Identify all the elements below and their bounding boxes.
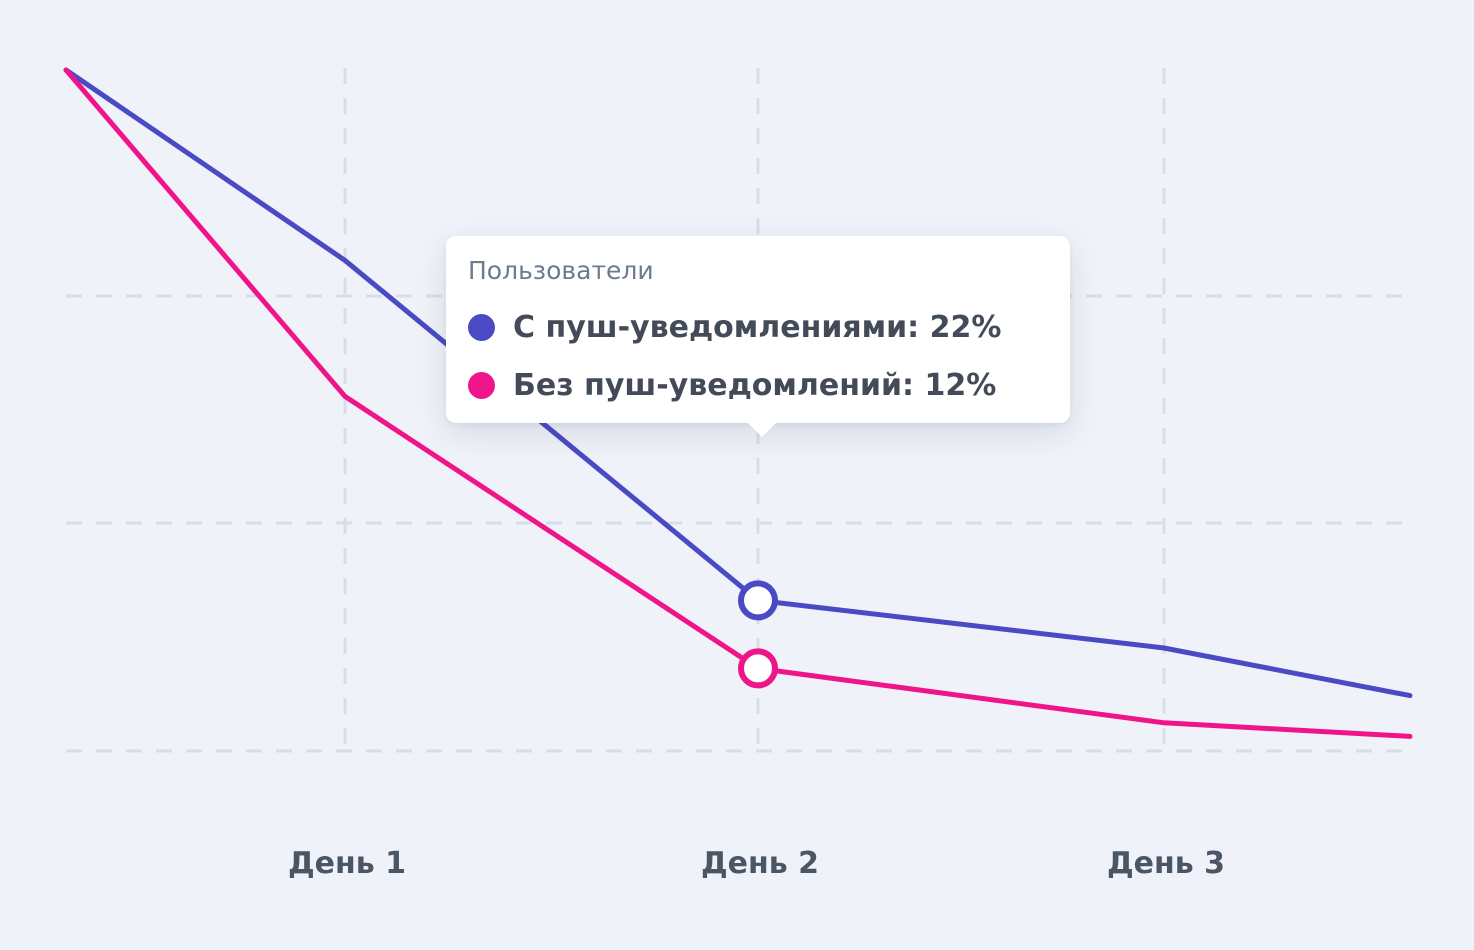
tooltip-row-without-push: Без пуш-уведомлений: 12% xyxy=(468,356,1048,414)
tooltip-row-label: С пуш-уведомлениями: 22% xyxy=(513,309,1002,345)
data-point-marker xyxy=(738,580,778,621)
data-point-marker xyxy=(738,648,778,689)
highlight-markers xyxy=(738,580,778,689)
x-axis-tick-labels: День 1 День 2 День 3 xyxy=(288,846,1225,881)
tooltip: Пользователи С пуш-уведомлениями: 22% Бе… xyxy=(446,236,1070,437)
series-color-dot-icon xyxy=(468,371,495,399)
tooltip-title: Пользователи xyxy=(468,256,654,285)
tooltip-row-label: Без пуш-уведомлений: 12% xyxy=(513,367,997,403)
series-color-dot-icon xyxy=(468,313,495,341)
x-tick-label: День 1 xyxy=(288,846,406,881)
x-tick-label: День 3 xyxy=(1107,846,1225,881)
tooltip-row-with-push: С пуш-уведомлениями: 22% xyxy=(468,298,1048,356)
x-tick-label: День 2 xyxy=(701,846,819,881)
